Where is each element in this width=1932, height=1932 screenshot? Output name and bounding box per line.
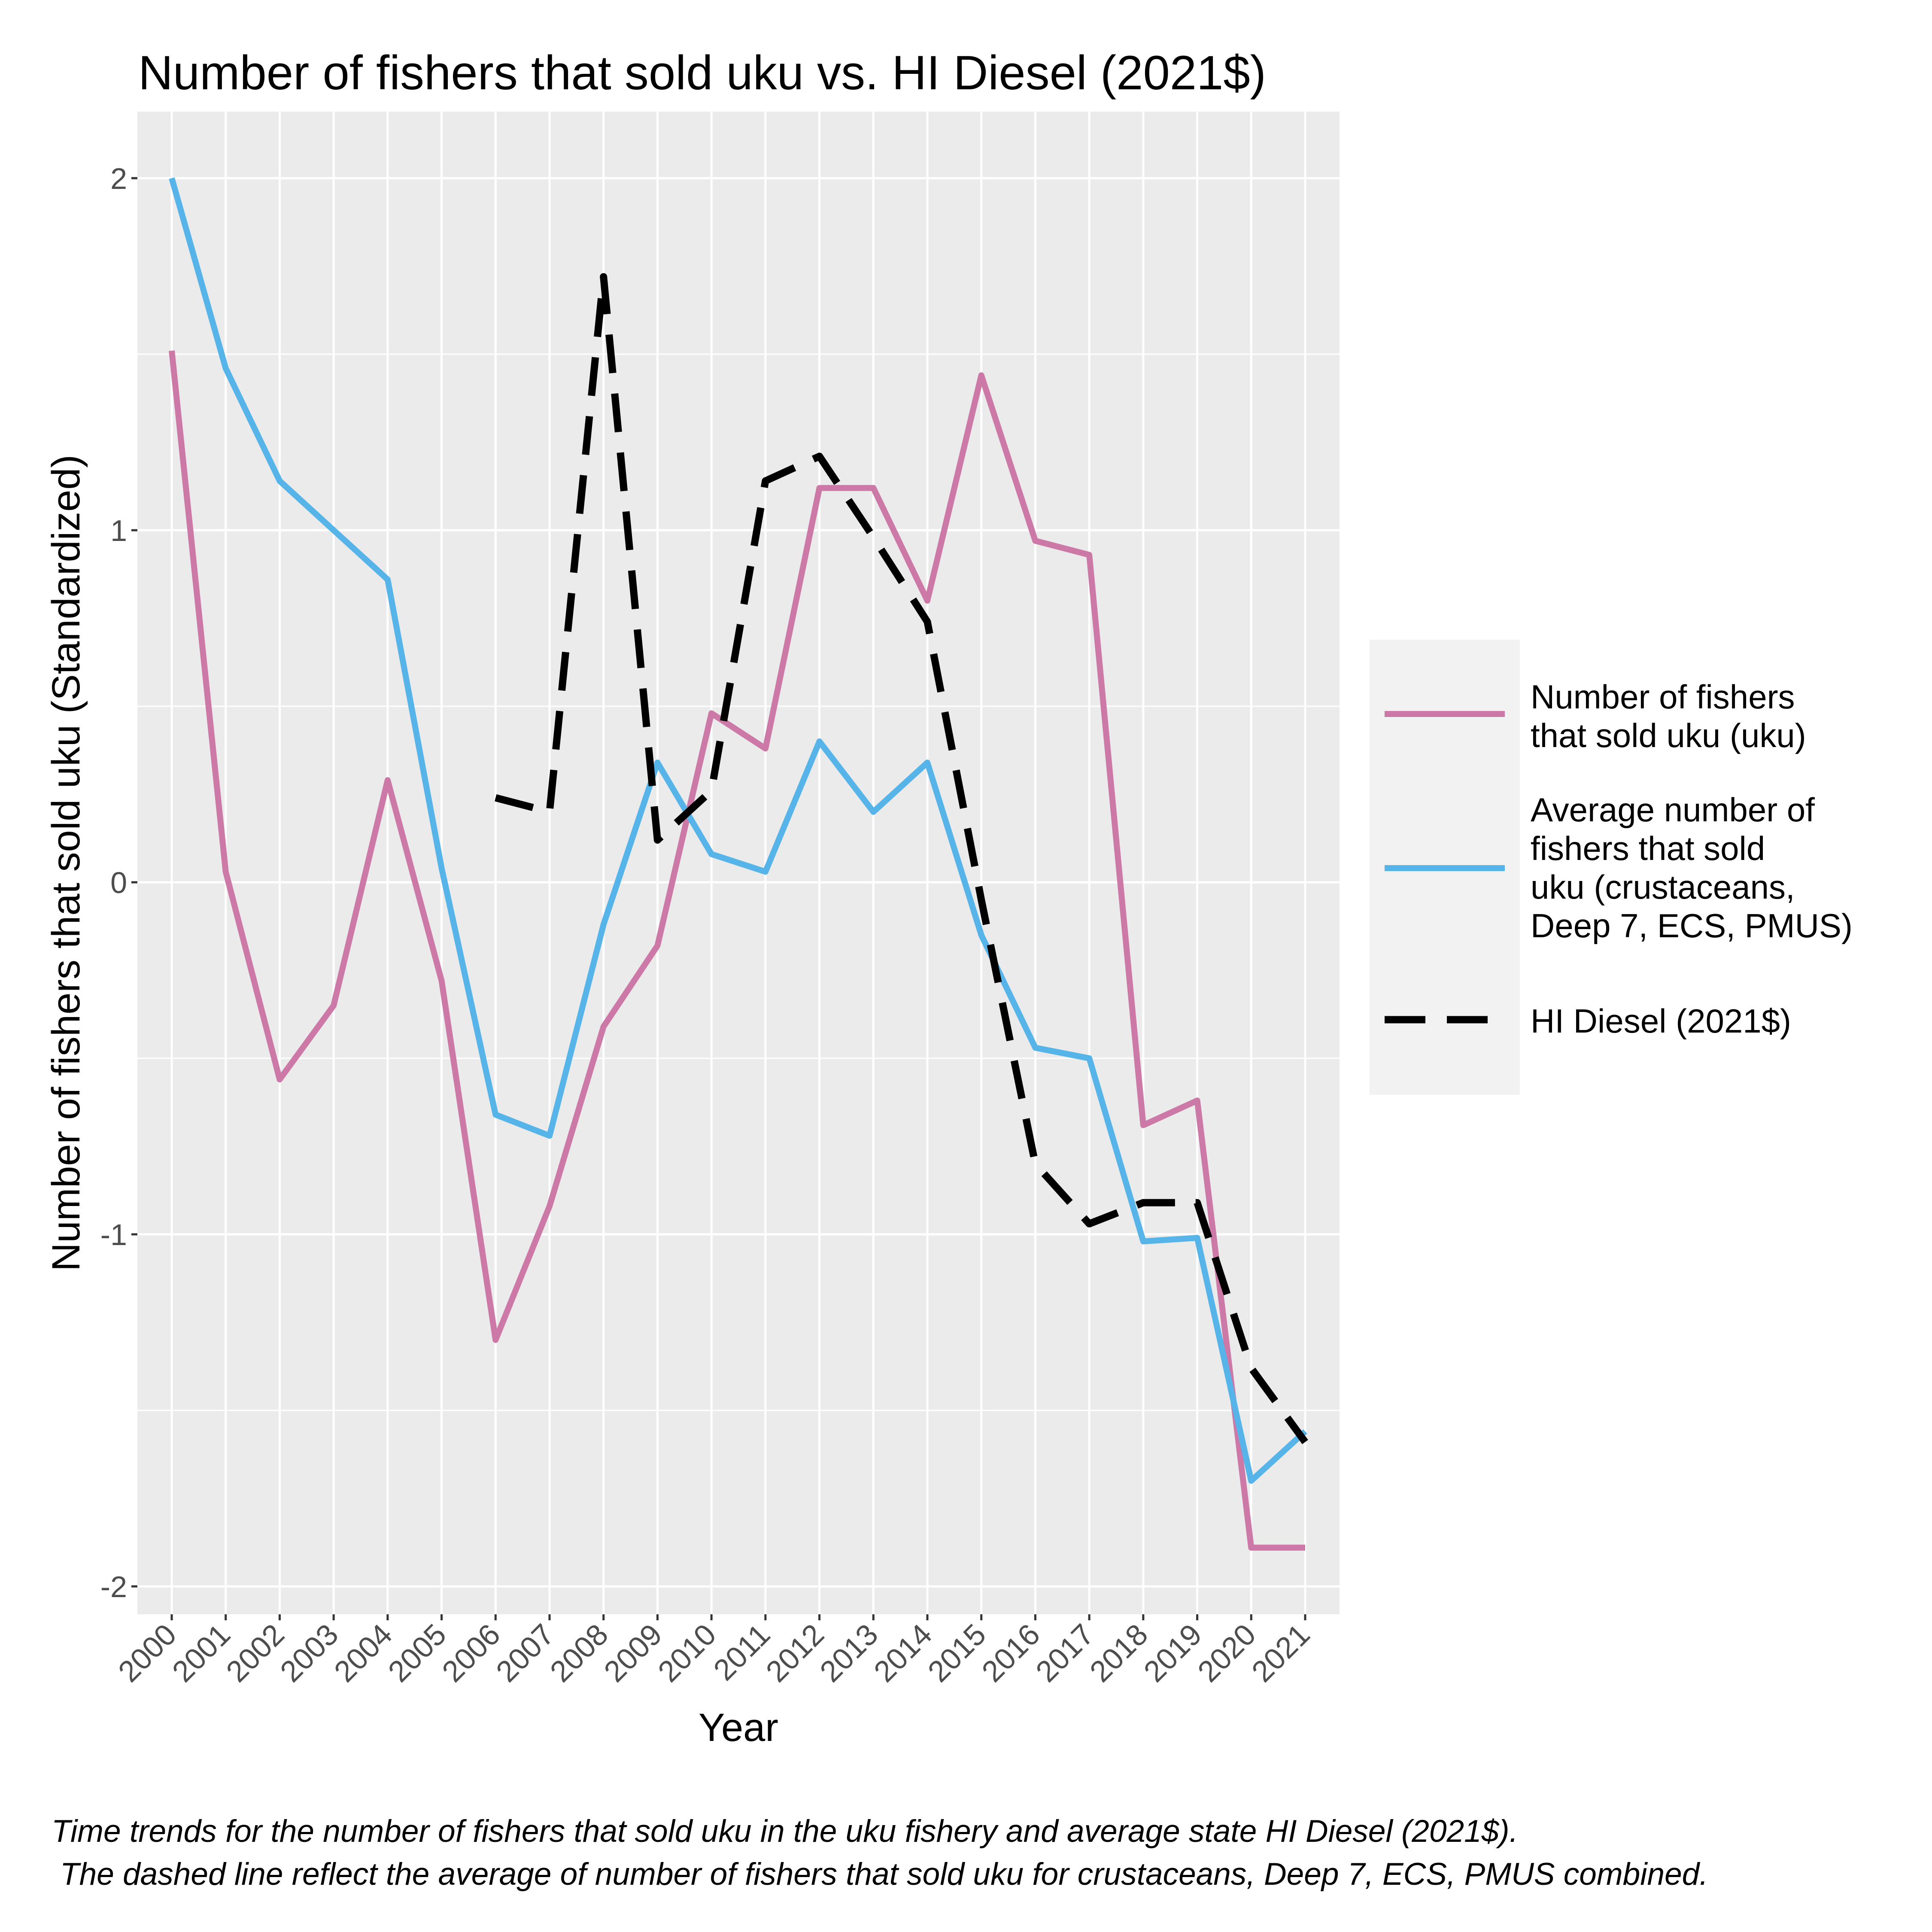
legend-label-2: fishers that sold xyxy=(1531,829,1765,867)
x-tick-label: 2021 xyxy=(1245,1617,1316,1688)
caption-line-1: Time trends for the number of fishers th… xyxy=(52,1814,1518,1849)
x-tick-label: 2017 xyxy=(1029,1617,1100,1688)
x-tick-label: 2006 xyxy=(436,1617,507,1688)
legend-label-1: Number of fishers xyxy=(1531,678,1795,716)
series-line-2 xyxy=(169,177,1307,1484)
legend-label-2: Deep 7, ECS, PMUS) xyxy=(1531,907,1853,945)
y-tick-label: -2 xyxy=(100,1570,127,1604)
y-tick-label: 1 xyxy=(110,514,127,547)
x-tick-label: 2020 xyxy=(1191,1617,1262,1688)
x-tick-label: 2010 xyxy=(651,1617,722,1688)
x-tick-label: 2011 xyxy=(707,1617,777,1687)
x-tick-label: 2016 xyxy=(975,1617,1046,1688)
y-tick-label: -1 xyxy=(100,1218,127,1252)
x-tick-label: 2018 xyxy=(1083,1617,1154,1688)
x-tick-label: 2000 xyxy=(112,1617,182,1688)
series-line-1 xyxy=(169,350,1305,1551)
legend-label-2: uku (crustaceans, xyxy=(1531,868,1795,906)
x-tick-label: 2005 xyxy=(382,1617,453,1688)
series-line-3 xyxy=(495,273,1308,1444)
x-tick-label: 2008 xyxy=(544,1617,614,1688)
x-tick-label: 2003 xyxy=(273,1617,344,1688)
x-tick-label: 2009 xyxy=(598,1617,668,1688)
x-tick-label: 2007 xyxy=(489,1617,560,1688)
y-tick-label: 0 xyxy=(110,866,127,899)
x-axis-title: Year xyxy=(699,1706,778,1750)
legend-label-2: Average number of xyxy=(1531,791,1815,829)
legend-label-1: that sold uku (uku) xyxy=(1531,717,1806,754)
series-lines xyxy=(169,177,1308,1551)
x-tick-label: 2013 xyxy=(814,1617,884,1688)
chart-title: Number of fishers that sold uku vs. HI D… xyxy=(138,46,1266,100)
y-tick-label: 2 xyxy=(110,162,127,195)
x-tick-label: 2012 xyxy=(759,1617,830,1688)
x-tick-label: 2014 xyxy=(867,1617,938,1688)
x-axis: 2000200120022003200420052006200720082009… xyxy=(112,1614,1316,1689)
y-axis-title: Number of fishers that sold uku (Standar… xyxy=(44,455,88,1271)
legend-label-3: HI Diesel (2021$) xyxy=(1531,1002,1791,1040)
x-tick-label: 2001 xyxy=(166,1617,237,1688)
caption-line-2: The dashed line reflect the average of n… xyxy=(60,1857,1708,1892)
x-tick-label: 2019 xyxy=(1137,1617,1208,1688)
x-tick-label: 2004 xyxy=(328,1617,398,1688)
x-tick-label: 2002 xyxy=(220,1617,291,1688)
y-axis: 2 1 0 -1 -2 xyxy=(100,162,137,1604)
x-tick-label: 2015 xyxy=(921,1617,992,1688)
